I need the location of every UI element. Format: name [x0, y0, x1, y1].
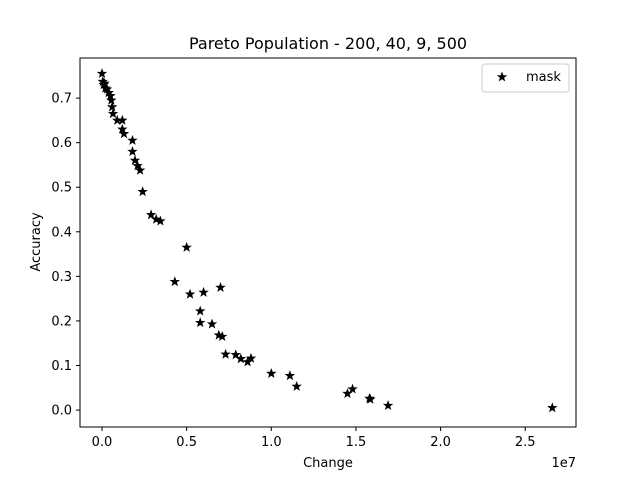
x-tick-label: 1.0 — [261, 435, 282, 450]
legend-label-mask: mask — [526, 70, 561, 85]
data-point — [107, 108, 119, 119]
data-point — [184, 288, 196, 299]
data-point — [382, 400, 394, 411]
y-tick-label: 0.4 — [51, 225, 72, 240]
x-tick-label: 2.0 — [430, 435, 451, 450]
data-point — [181, 241, 192, 252]
data-point — [134, 164, 146, 175]
data-points — [96, 68, 558, 413]
x-tick-label: 1.5 — [346, 435, 367, 450]
data-point — [216, 331, 228, 341]
data-point — [547, 402, 558, 413]
data-point — [194, 317, 206, 328]
data-point — [132, 160, 143, 171]
data-point — [117, 123, 128, 134]
data-point — [155, 215, 166, 226]
y-tick-label: 0.7 — [51, 92, 72, 107]
chart-title: Pareto Population - 200, 40, 9, 500 — [189, 34, 467, 53]
y-tick-label: 0.6 — [51, 136, 72, 151]
data-point — [137, 186, 148, 197]
x-axis-offset-label: 1e7 — [551, 456, 576, 471]
data-point — [106, 101, 118, 112]
data-point — [235, 353, 247, 364]
data-point — [245, 352, 257, 363]
data-point — [150, 213, 162, 224]
data-point — [117, 114, 128, 125]
x-tick-label: 2.5 — [515, 435, 536, 450]
y-tick-label: 0.2 — [51, 314, 72, 329]
y-axis-title: Accuracy — [29, 212, 44, 272]
data-point — [347, 383, 358, 394]
data-point — [169, 276, 181, 287]
legend-star-marker-shape — [496, 71, 508, 82]
data-point — [206, 318, 218, 329]
y-tick-label: 0.5 — [51, 181, 72, 196]
plot-area — [79, 57, 577, 428]
data-point — [291, 380, 302, 391]
legend-star-marker — [496, 71, 508, 82]
x-tick-label: 0.0 — [92, 435, 113, 450]
y-tick-label: 0.3 — [51, 270, 72, 285]
data-point — [194, 305, 206, 316]
data-point — [266, 368, 277, 378]
data-point — [129, 155, 141, 165]
y-tick-label: 0.1 — [51, 359, 72, 374]
legend: mask — [481, 63, 570, 93]
data-point — [198, 286, 209, 297]
data-point — [230, 349, 241, 360]
data-point — [215, 282, 226, 292]
data-point — [145, 209, 157, 220]
ticks: 0.0 0.5 1.0 1.5 2.0 2.5 0.0 0.1 0.2 0.3 0.4 0.5 0.6 0… — [51, 92, 535, 450]
data-point — [127, 146, 138, 157]
data-point — [365, 393, 376, 404]
x-axis-title: Change — [303, 456, 353, 471]
x-tick-label: 0.5 — [176, 435, 197, 450]
legend-box — [481, 63, 570, 93]
data-point — [118, 128, 130, 139]
data-point — [220, 348, 231, 359]
data-point — [96, 68, 108, 79]
y-tick-label: 0.0 — [51, 404, 72, 419]
data-point — [284, 370, 296, 381]
data-point — [106, 94, 117, 105]
data-point — [127, 134, 138, 145]
